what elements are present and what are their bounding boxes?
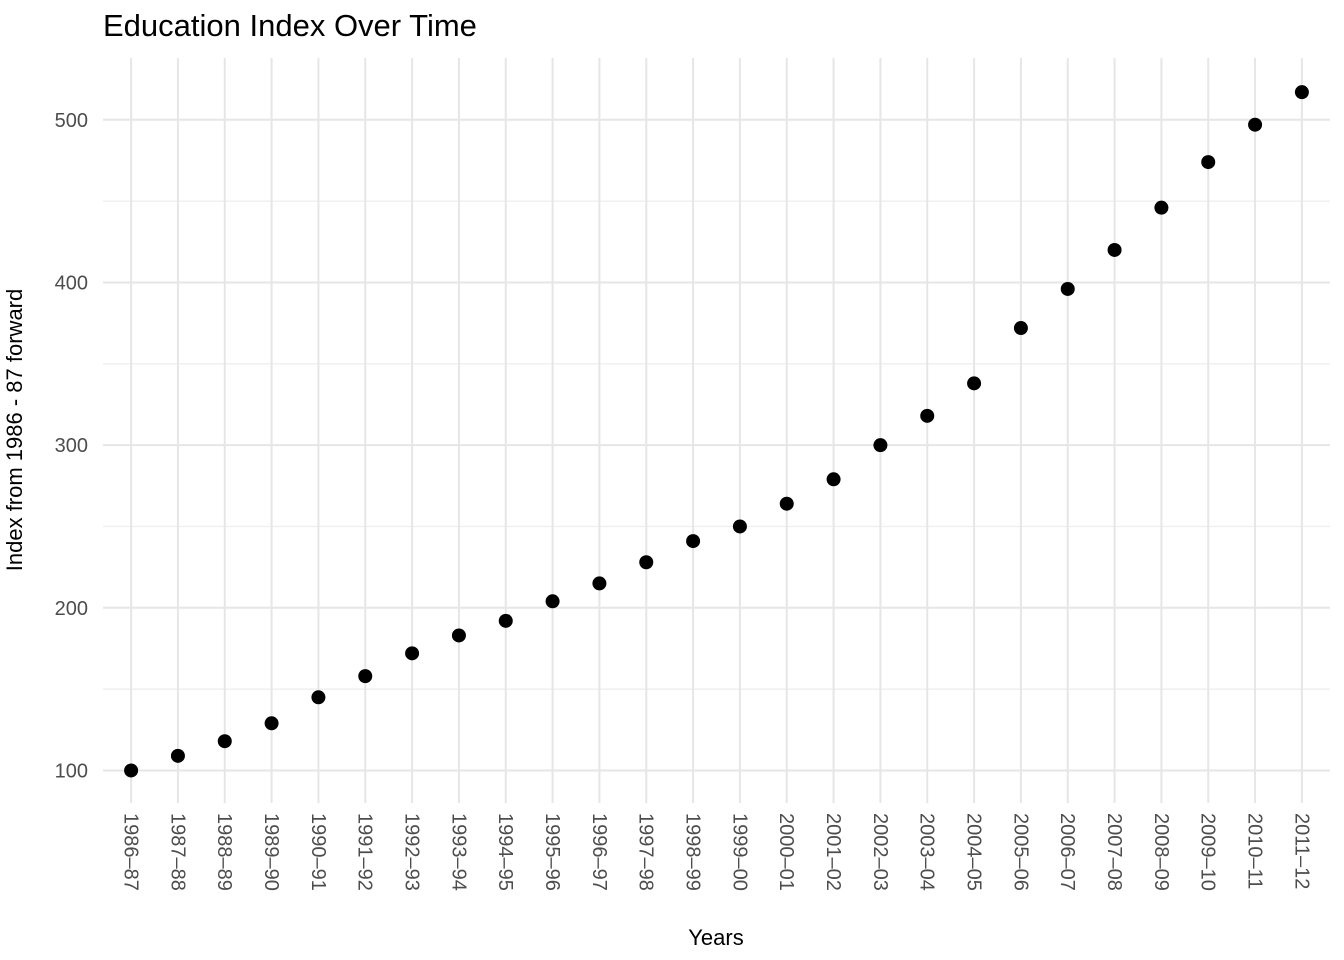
data-point: [498, 613, 513, 628]
x-tick-label: 2005–06: [1009, 813, 1031, 891]
gridlines-major: [103, 58, 1330, 803]
x-tick-label: 1999–00: [728, 813, 750, 891]
x-tick-label: 1988–89: [213, 813, 235, 891]
data-point: [967, 376, 982, 391]
y-axis-title: Index from 1986 - 87 forward: [2, 289, 27, 571]
data-point: [1294, 85, 1309, 100]
x-tick-label: 2000–01: [775, 813, 797, 891]
x-tick-label: 2008–09: [1150, 813, 1172, 891]
x-axis-title: Years: [688, 925, 743, 950]
y-tick-label: 100: [55, 760, 88, 782]
data-point: [1201, 155, 1216, 170]
x-tick-label: 2001–02: [822, 813, 844, 891]
data-point: [779, 496, 794, 511]
x-tick-label: 1993–94: [447, 813, 469, 891]
y-tick-label: 200: [55, 598, 88, 620]
data-point: [1060, 281, 1075, 296]
data-point: [451, 628, 466, 643]
data-point: [1013, 321, 1028, 336]
y-tick-label: 300: [55, 435, 88, 457]
x-tick-label: 1995–96: [541, 813, 563, 891]
x-tick-label: 2011–12: [1290, 813, 1312, 889]
x-tick-label: 1987–88: [166, 813, 188, 891]
data-point: [873, 438, 888, 453]
x-tick-label: 1990–91: [307, 813, 329, 891]
x-tick-label: 2009–10: [1197, 813, 1219, 891]
x-tick-label: 1992–93: [400, 813, 422, 891]
gridlines-minor: [103, 200, 1330, 690]
data-point: [686, 534, 701, 549]
x-tick-label: 2007–08: [1103, 813, 1125, 891]
x-tick-label: 2006–07: [1056, 813, 1078, 891]
x-tick-label: 1994–95: [494, 813, 516, 891]
x-tick-label: 1989–90: [260, 813, 282, 891]
data-point: [124, 763, 139, 778]
y-axis-tick-labels: 100 200 300 400 500: [55, 110, 88, 783]
x-tick-label: 1996–97: [588, 813, 610, 891]
data-point: [405, 646, 420, 661]
x-tick-label: 2010–11: [1243, 813, 1265, 889]
data-point: [920, 408, 935, 423]
data-point: [1107, 242, 1122, 257]
y-tick-label: 500: [55, 110, 88, 132]
data-point: [826, 472, 841, 487]
data-point: [217, 734, 232, 749]
data-point: [592, 576, 607, 591]
data-point: [264, 716, 279, 731]
x-tick-label: 2003–04: [916, 813, 938, 891]
data-point: [358, 669, 373, 684]
data-points: [124, 85, 1309, 778]
data-point: [639, 555, 654, 570]
x-axis-tick-labels: 1986–87 1987–88 1988–89 1989–90 1990–91 1991–…: [119, 813, 1312, 891]
chart-title: Education Index Over Time: [103, 8, 477, 43]
x-tick-label: 1991–92: [354, 813, 376, 891]
data-point: [1154, 200, 1169, 215]
data-point: [170, 748, 185, 763]
x-tick-label: 1986–87: [119, 813, 141, 891]
x-tick-label: 1998–99: [681, 813, 703, 891]
x-tick-label: 2002–03: [869, 813, 891, 891]
y-tick-label: 400: [55, 272, 88, 294]
data-point: [545, 594, 560, 609]
data-point: [1248, 117, 1263, 132]
data-point: [732, 519, 747, 534]
x-tick-label: 1997–98: [635, 813, 657, 891]
data-point: [311, 690, 326, 705]
x-tick-label: 2004–05: [962, 813, 984, 891]
